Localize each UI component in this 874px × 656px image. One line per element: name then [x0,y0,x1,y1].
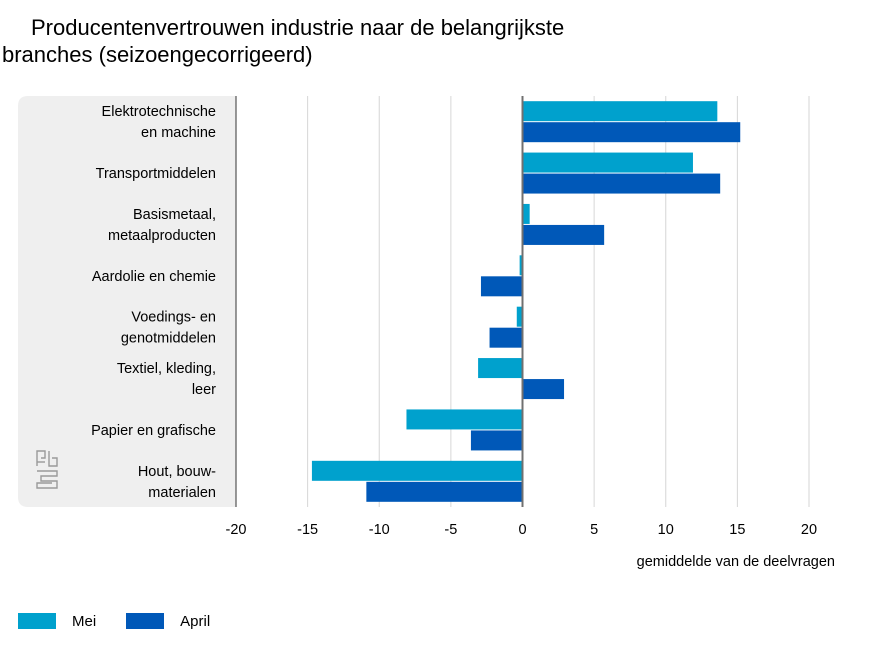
bar-april-transportmiddelen [522,173,721,194]
category-label: Voedings- en genotmiddelen [121,310,216,347]
bar-april-papier-en-grafische [470,430,523,451]
category-label: Elektrotechnische en machine [102,104,216,141]
bar-mei-transportmiddelen [522,152,693,173]
bar-april-textiel-kleding-leer [522,379,565,400]
category-panel [18,96,236,507]
legend: Mei April [18,611,240,631]
bar-mei-elektrotechnische-en-machine [522,101,718,122]
category-label-line: Basismetaal, [133,207,216,223]
chart-title-line-2: branches (seizoengecorrigeerd) [2,42,313,67]
x-tick-label: 0 [518,522,526,538]
x-tick-label: -15 [297,522,318,538]
legend-item-mei[interactable]: Mei [18,613,96,630]
chart-title: Producentenvertrouwen industrie naar de … [2,14,702,68]
category-label: Hout, bouw-materialen [138,464,216,501]
legend-swatch-mei [18,613,56,629]
x-axis-title: gemiddelde van de deelvragen [637,554,835,570]
legend-label-april: April [180,612,211,630]
category-label-line: leer [192,382,216,398]
logo-stroke [48,451,58,467]
bar-mei-hout-bouw-materialen [311,460,523,481]
chart-title-line-1: Producentenvertrouwen industrie naar de … [31,15,565,40]
category-label-line: materialen [148,485,216,501]
category-label-line: Papier en grafische [91,423,216,439]
x-tick-label: 15 [729,522,745,538]
legend-item-april[interactable]: April [126,613,210,630]
x-tick-label: -10 [369,522,390,538]
bar-mei-papier-en-grafische [406,409,523,430]
logo-stroke [36,450,46,466]
bar-mei-aardolie-en-chemie [519,255,523,276]
category-label-line: Textiel, kleding, [117,361,216,377]
category-label-line: Transportmiddelen [96,166,216,182]
category-label-line: Aardolie en chemie [92,269,216,285]
category-label-line: metaalproducten [108,228,216,244]
legend-label-mei: Mei [72,612,97,630]
legend-swatch-april [126,613,165,629]
bar-april-aardolie-en-chemie [480,276,523,297]
category-label: Transportmiddelen [96,166,216,182]
category-label-line: Hout, bouw- [138,464,216,480]
cbs-logo-icon [36,450,58,489]
x-tick-label: 5 [590,522,598,538]
category-label: Basismetaal, metaalproducten [108,207,216,244]
bar-april-elektrotechnische-en-machine [522,122,741,143]
category-label: Textiel, kleding, leer [117,361,216,398]
x-tick-label: -20 [226,522,247,538]
category-label: Aardolie en chemie [92,269,216,285]
category-label-line: Voedings- en [131,310,216,326]
bar-april-voedings-en-genotmiddelen [489,327,523,348]
bar-april-basismetaal-metaalproducten [522,224,605,245]
bar-mei-voedings-en-genotmiddelen [516,306,523,327]
bar-mei-textiel-kleding-leer [478,358,523,379]
logo-stroke [36,470,58,489]
category-label-line: genotmiddelen [121,331,216,347]
bar-mei-basismetaal-metaalproducten [522,203,530,224]
category-label-line: Elektrotechnische [102,104,216,120]
category-label-line: en machine [141,125,216,141]
x-tick-label: 20 [801,522,817,538]
bar-april-hout-bouw-materialen [366,481,523,502]
x-tick-label: 10 [658,522,674,538]
category-label: Papier en grafische [91,423,216,439]
x-tick-label: -5 [444,522,457,538]
